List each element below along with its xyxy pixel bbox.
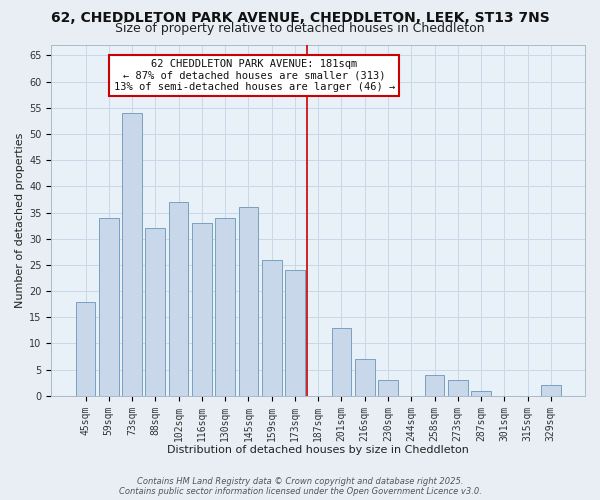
Text: Contains HM Land Registry data © Crown copyright and database right 2025.
Contai: Contains HM Land Registry data © Crown c…	[119, 476, 481, 496]
Text: 62 CHEDDLETON PARK AVENUE: 181sqm
← 87% of detached houses are smaller (313)
13%: 62 CHEDDLETON PARK AVENUE: 181sqm ← 87% …	[113, 59, 395, 92]
Text: Size of property relative to detached houses in Cheddleton: Size of property relative to detached ho…	[115, 22, 485, 35]
Bar	[332, 328, 352, 396]
Bar	[239, 208, 258, 396]
Bar	[145, 228, 165, 396]
Bar	[355, 359, 374, 396]
Bar	[215, 218, 235, 396]
Bar	[192, 223, 212, 396]
Bar	[285, 270, 305, 396]
Bar	[448, 380, 467, 396]
Bar	[541, 386, 561, 396]
Bar	[122, 113, 142, 396]
Y-axis label: Number of detached properties: Number of detached properties	[15, 132, 25, 308]
Bar	[378, 380, 398, 396]
Bar	[99, 218, 119, 396]
Bar	[76, 302, 95, 396]
Bar	[471, 390, 491, 396]
Bar	[169, 202, 188, 396]
X-axis label: Distribution of detached houses by size in Cheddleton: Distribution of detached houses by size …	[167, 445, 469, 455]
Bar	[262, 260, 281, 396]
Bar	[425, 375, 445, 396]
Text: 62, CHEDDLETON PARK AVENUE, CHEDDLETON, LEEK, ST13 7NS: 62, CHEDDLETON PARK AVENUE, CHEDDLETON, …	[50, 11, 550, 25]
